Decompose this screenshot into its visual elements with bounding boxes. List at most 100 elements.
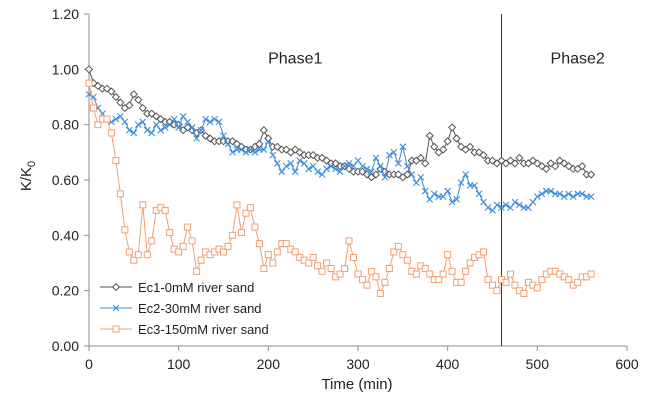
x-tick-label: 500 xyxy=(526,356,550,372)
data-point xyxy=(103,115,111,123)
data-point xyxy=(439,193,447,200)
data-point xyxy=(242,209,250,217)
x-tick-label: 300 xyxy=(346,356,370,372)
data-point xyxy=(341,162,348,170)
y-tick-label: 1.00 xyxy=(52,61,79,77)
data-point xyxy=(228,137,237,146)
data-point xyxy=(170,115,178,123)
data-point xyxy=(251,148,259,156)
data-point xyxy=(443,137,452,146)
data-point xyxy=(399,143,407,151)
data-point xyxy=(569,193,577,200)
data-point xyxy=(211,115,218,123)
data-point xyxy=(111,92,121,102)
data-point xyxy=(367,267,375,275)
data-point xyxy=(148,129,156,137)
data-point xyxy=(421,159,430,168)
data-point xyxy=(197,126,205,134)
data-point xyxy=(116,190,124,198)
x-tick-label: 400 xyxy=(436,356,460,372)
data-point xyxy=(188,237,196,245)
data-point xyxy=(184,223,192,231)
data-point xyxy=(377,162,384,170)
data-point xyxy=(255,240,263,248)
data-point xyxy=(354,157,362,165)
data-point xyxy=(193,135,200,142)
data-point xyxy=(462,267,470,275)
data-point xyxy=(220,248,227,256)
data-point xyxy=(238,146,245,153)
data-point xyxy=(125,101,134,110)
data-point xyxy=(318,171,326,178)
data-point xyxy=(439,145,448,154)
axes xyxy=(88,14,627,347)
data-point xyxy=(452,134,461,143)
tick-labels: 0 100 200 300 400 500 600 0.00 0.20 0.40 0.60 0.80 1… xyxy=(52,6,639,372)
data-point xyxy=(309,150,318,160)
data-point xyxy=(533,284,541,292)
data-point xyxy=(376,289,384,297)
data-point xyxy=(202,115,209,123)
data-point xyxy=(421,265,429,273)
data-point xyxy=(587,270,595,278)
data-point xyxy=(323,259,331,267)
phase-label: Phase2 xyxy=(551,50,605,67)
data-point xyxy=(556,190,564,198)
data-point xyxy=(354,270,362,278)
data-point xyxy=(385,265,393,273)
data-point xyxy=(309,162,317,170)
data-point xyxy=(175,248,183,256)
data-point xyxy=(237,229,245,237)
data-point xyxy=(466,259,474,267)
data-point xyxy=(416,153,425,162)
data-point xyxy=(480,248,488,256)
data-point xyxy=(336,168,344,176)
data-point xyxy=(489,207,496,214)
data-point xyxy=(161,206,169,214)
legend-item: Ec2-30mM river sand xyxy=(100,301,262,316)
data-point xyxy=(134,121,142,129)
x-tick-label: 100 xyxy=(167,356,191,372)
data-point xyxy=(489,281,496,289)
data-point xyxy=(444,251,452,259)
data-point xyxy=(242,148,250,156)
legend-item: Ec1-0mM river sand xyxy=(100,280,254,295)
data-point xyxy=(112,157,120,165)
data-point xyxy=(578,190,586,198)
data-point xyxy=(323,165,331,173)
data-point xyxy=(327,162,335,170)
data-point xyxy=(475,190,483,198)
data-point xyxy=(574,278,582,286)
data-point xyxy=(412,179,420,187)
data-point xyxy=(538,276,546,284)
data-point xyxy=(403,170,412,179)
data-point xyxy=(448,198,456,206)
data-point xyxy=(260,146,268,153)
data-point xyxy=(228,231,236,239)
data-point xyxy=(314,168,322,176)
legend-swatch-marker xyxy=(112,325,120,333)
data-point xyxy=(421,187,429,195)
data-point xyxy=(318,267,326,275)
data-point xyxy=(394,242,402,250)
data-point xyxy=(125,126,133,134)
data-point xyxy=(471,182,478,189)
legend-swatch-marker xyxy=(111,282,121,292)
data-point xyxy=(430,190,438,198)
data-point xyxy=(273,248,281,256)
data-point xyxy=(134,251,142,259)
data-point xyxy=(345,237,353,245)
series-layer xyxy=(84,65,596,297)
data-point xyxy=(565,190,573,198)
data-point xyxy=(587,193,595,200)
data-point xyxy=(565,276,573,284)
data-point xyxy=(327,265,335,273)
data-point xyxy=(587,170,596,179)
data-point xyxy=(278,168,286,176)
data-point xyxy=(147,109,156,118)
y-axis-title-subscript: 0 xyxy=(26,161,38,167)
data-point xyxy=(547,187,555,195)
data-point xyxy=(139,118,147,126)
data-point xyxy=(381,173,389,181)
data-point xyxy=(197,256,205,264)
